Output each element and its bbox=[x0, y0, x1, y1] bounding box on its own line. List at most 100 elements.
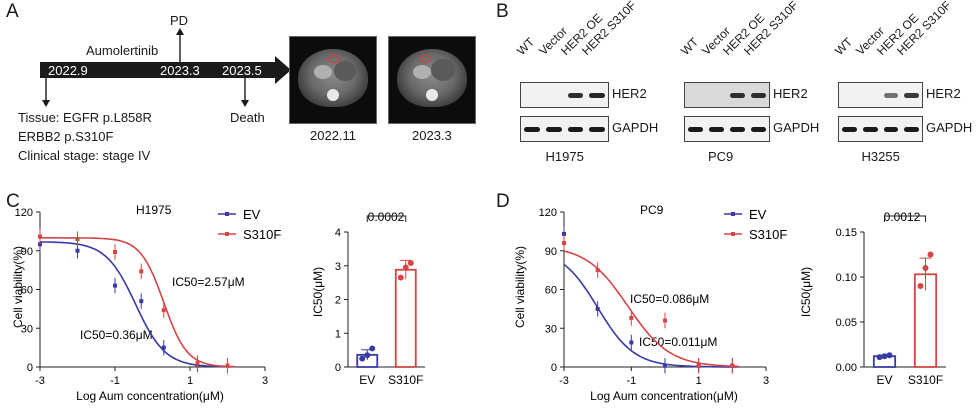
protein-label-her2: HER2 bbox=[926, 86, 961, 101]
gapdh-band bbox=[883, 127, 899, 132]
replicate-point bbox=[407, 260, 414, 267]
protein-label-gapdh: GAPDH bbox=[612, 120, 659, 135]
gapdh-band bbox=[730, 127, 745, 132]
replicate-point bbox=[927, 251, 934, 258]
her2-band bbox=[730, 93, 745, 98]
death-label: Death bbox=[230, 110, 265, 125]
y-tick-label: 0.15 bbox=[836, 227, 857, 239]
data-point bbox=[139, 299, 144, 304]
y-tick-label: 0.05 bbox=[836, 317, 857, 329]
replicate-point bbox=[397, 274, 404, 281]
replicate-point bbox=[917, 283, 924, 289]
y-tick-label: 0 bbox=[27, 362, 33, 374]
data-point bbox=[113, 250, 117, 255]
replicate-point bbox=[881, 353, 888, 360]
ct-date-2022-11: 2022.11 bbox=[310, 128, 357, 143]
data-point bbox=[696, 363, 701, 368]
category-label: S310F bbox=[388, 373, 423, 387]
ic50-annotation-s310f: IC50=0.086μM bbox=[630, 292, 709, 306]
y-tick-label: 90 bbox=[545, 246, 557, 258]
gapdh-band bbox=[842, 127, 857, 132]
x-tick-label: -3 bbox=[35, 375, 45, 387]
y-tick-label: 30 bbox=[21, 323, 33, 335]
cell-line-label: H1975 bbox=[545, 149, 584, 164]
lesion-mark bbox=[328, 55, 340, 63]
x-tick-label: -1 bbox=[110, 375, 120, 387]
x-tick-label: 1 bbox=[696, 375, 702, 387]
her2-band bbox=[589, 93, 605, 98]
x-tick-label: 1 bbox=[187, 375, 193, 387]
y-tick-label: 30 bbox=[545, 323, 557, 335]
y-tick-label: 3 bbox=[335, 261, 341, 273]
category-label: EV bbox=[876, 373, 892, 387]
dose-response-chart-h1975: H1975 Cell viability(%) Log Aum concentr… bbox=[11, 203, 281, 403]
treatment-label: Aumolertinib bbox=[86, 43, 159, 58]
fit-curve-ev bbox=[39, 241, 235, 368]
legend-marker bbox=[731, 232, 735, 236]
tissue-line-3: Clinical stage: stage IV bbox=[18, 148, 151, 163]
y-axis-label: IC50(μM) bbox=[311, 267, 325, 317]
data-point bbox=[113, 283, 117, 288]
tissue-line-2: ERBB2 p.S310F bbox=[18, 129, 114, 144]
y-axis-label: IC50(μM) bbox=[799, 267, 813, 317]
legend-marker bbox=[225, 232, 229, 236]
p-value-label: 0.0012 bbox=[884, 210, 921, 224]
data-point bbox=[225, 363, 230, 368]
data-point bbox=[595, 306, 600, 311]
dose-response-chart-pc9: PC9 Cell viability(%) Log Aum concentrat… bbox=[513, 203, 787, 403]
fit-curve-s310f bbox=[563, 250, 740, 368]
y-tick-label: 120 bbox=[15, 207, 33, 219]
data-point bbox=[562, 241, 566, 245]
replicate-point bbox=[364, 352, 371, 359]
lane-label: WT bbox=[678, 34, 702, 58]
replicate-point bbox=[369, 345, 376, 352]
gapdh-band bbox=[904, 127, 919, 132]
x-tick-label: 3 bbox=[763, 375, 769, 387]
y-tick-label: 0 bbox=[551, 362, 557, 374]
data-point bbox=[629, 340, 634, 345]
data-point bbox=[161, 345, 166, 350]
tissue-line-1: Tissue: EGFR p.L858R bbox=[18, 110, 152, 125]
gapdh-band bbox=[589, 127, 605, 132]
gapdh-blot bbox=[684, 116, 770, 142]
legend-label: S310F bbox=[243, 227, 281, 242]
ct-scan-2023-3 bbox=[388, 36, 476, 124]
ic50-bar-chart-h1975: IC50(μM) 0.0002 0 1 2 3 4 EV S310F bbox=[311, 210, 425, 387]
y-tick-label: 90 bbox=[21, 246, 33, 258]
bar-s310f bbox=[394, 268, 417, 368]
legend-marker bbox=[225, 212, 229, 216]
gapdh-band bbox=[524, 127, 540, 132]
ic50-annotation-ev: IC50=0.011μM bbox=[639, 335, 717, 349]
replicate-point bbox=[922, 265, 929, 271]
y-axis-label: Cell viability(%) bbox=[513, 246, 527, 328]
legend-marker bbox=[731, 212, 735, 216]
death-arrow-head bbox=[241, 100, 249, 107]
panel-letter-d: D bbox=[496, 191, 510, 212]
cell-line-label: H3255 bbox=[861, 149, 900, 164]
data-point bbox=[75, 237, 80, 242]
legend-label: EV bbox=[243, 207, 261, 222]
her2-band bbox=[751, 93, 766, 98]
her2-blot bbox=[520, 82, 609, 108]
fit-curve-s310f bbox=[40, 237, 236, 368]
her2-band bbox=[904, 93, 919, 98]
cell-line-label: PC9 bbox=[708, 149, 734, 164]
timeline-figure bbox=[40, 28, 291, 107]
panel-letter-a: A bbox=[6, 1, 19, 22]
legend-label: EV bbox=[749, 207, 767, 222]
y-tick-label: 1 bbox=[335, 328, 341, 340]
y-tick-label: 120 bbox=[539, 207, 557, 219]
chart-title: H1975 bbox=[136, 203, 172, 217]
gapdh-blot bbox=[838, 116, 923, 142]
lane-label: WT bbox=[832, 34, 856, 58]
tissue-arrow-head bbox=[42, 100, 50, 107]
lane-label: WT bbox=[514, 34, 538, 58]
data-point bbox=[75, 248, 80, 253]
y-tick-label: 0.10 bbox=[836, 272, 857, 284]
ct-date-2023-3: 2023.3 bbox=[412, 128, 452, 143]
y-tick-label: 60 bbox=[21, 285, 33, 297]
date-2023-5: 2023.5 bbox=[222, 63, 262, 78]
x-axis-label: Log Aum concentration(μM) bbox=[590, 389, 738, 403]
protein-label-gapdh: GAPDH bbox=[926, 120, 973, 135]
timeline-arrow bbox=[40, 56, 291, 84]
